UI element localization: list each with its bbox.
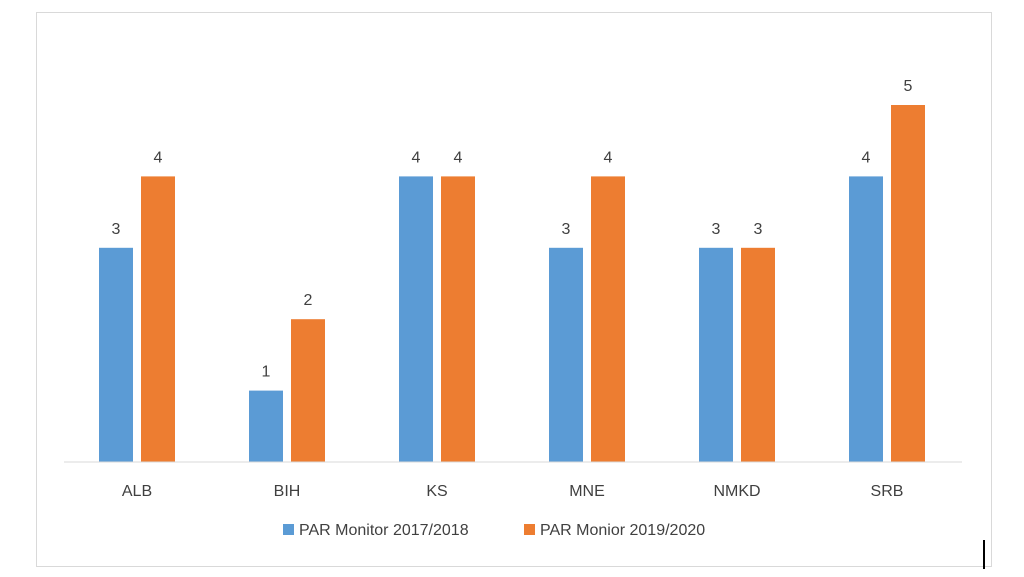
data-label-alb-series-2: 4 bbox=[154, 149, 163, 166]
data-label-alb-series-1: 3 bbox=[112, 221, 121, 238]
data-label-bih-series-2: 2 bbox=[304, 292, 313, 309]
x-tick-label-nmkd: NMKD bbox=[713, 483, 760, 500]
bars-layer bbox=[99, 105, 925, 462]
bar-nmkd-series-1 bbox=[699, 247, 733, 462]
bar-alb-series-2 bbox=[141, 176, 175, 462]
bar-alb-series-1 bbox=[99, 247, 133, 462]
chart-frame bbox=[36, 12, 992, 567]
legend: PAR Monitor 2017/2018 PAR Monior 2019/202… bbox=[283, 522, 705, 539]
bar-mne-series-1 bbox=[549, 247, 583, 462]
legend-label-series-2: PAR Monior 2019/2020 bbox=[540, 522, 705, 539]
bar-srb-series-1 bbox=[849, 176, 883, 462]
bar-bih-series-1 bbox=[249, 390, 283, 462]
bar-mne-series-2 bbox=[591, 176, 625, 462]
data-label-srb-series-1: 4 bbox=[862, 149, 871, 166]
data-label-nmkd-series-2: 3 bbox=[754, 221, 763, 238]
data-label-srb-series-2: 5 bbox=[904, 78, 913, 95]
data-label-bih-series-1: 1 bbox=[262, 364, 271, 381]
bar-ks-series-2 bbox=[441, 176, 475, 462]
data-label-mne-series-2: 4 bbox=[604, 149, 613, 166]
x-tick-label-bih: BIH bbox=[274, 483, 301, 500]
data-label-ks-series-1: 4 bbox=[412, 149, 421, 166]
legend-label-series-1: PAR Monitor 2017/2018 bbox=[299, 522, 469, 539]
x-tick-labels: ALB BIH KS MNE NMKD SRB bbox=[122, 483, 904, 500]
data-label-nmkd-series-1: 3 bbox=[712, 221, 721, 238]
x-tick-label-mne: MNE bbox=[569, 483, 605, 500]
bar-bih-series-2 bbox=[291, 319, 325, 462]
bar-srb-series-2 bbox=[891, 105, 925, 462]
legend-swatch-series-1 bbox=[283, 524, 294, 535]
edge-mark bbox=[983, 540, 985, 569]
bar-nmkd-series-2 bbox=[741, 247, 775, 462]
data-label-mne-series-1: 3 bbox=[562, 221, 571, 238]
data-label-ks-series-2: 4 bbox=[454, 149, 463, 166]
data-labels-layer: 3 4 1 2 4 4 3 4 3 3 4 5 bbox=[112, 78, 913, 381]
x-tick-label-alb: ALB bbox=[122, 483, 152, 500]
x-tick-label-ks: KS bbox=[426, 483, 447, 500]
bar-ks-series-1 bbox=[399, 176, 433, 462]
x-tick-label-srb: SRB bbox=[871, 483, 904, 500]
legend-swatch-series-2 bbox=[524, 524, 535, 535]
